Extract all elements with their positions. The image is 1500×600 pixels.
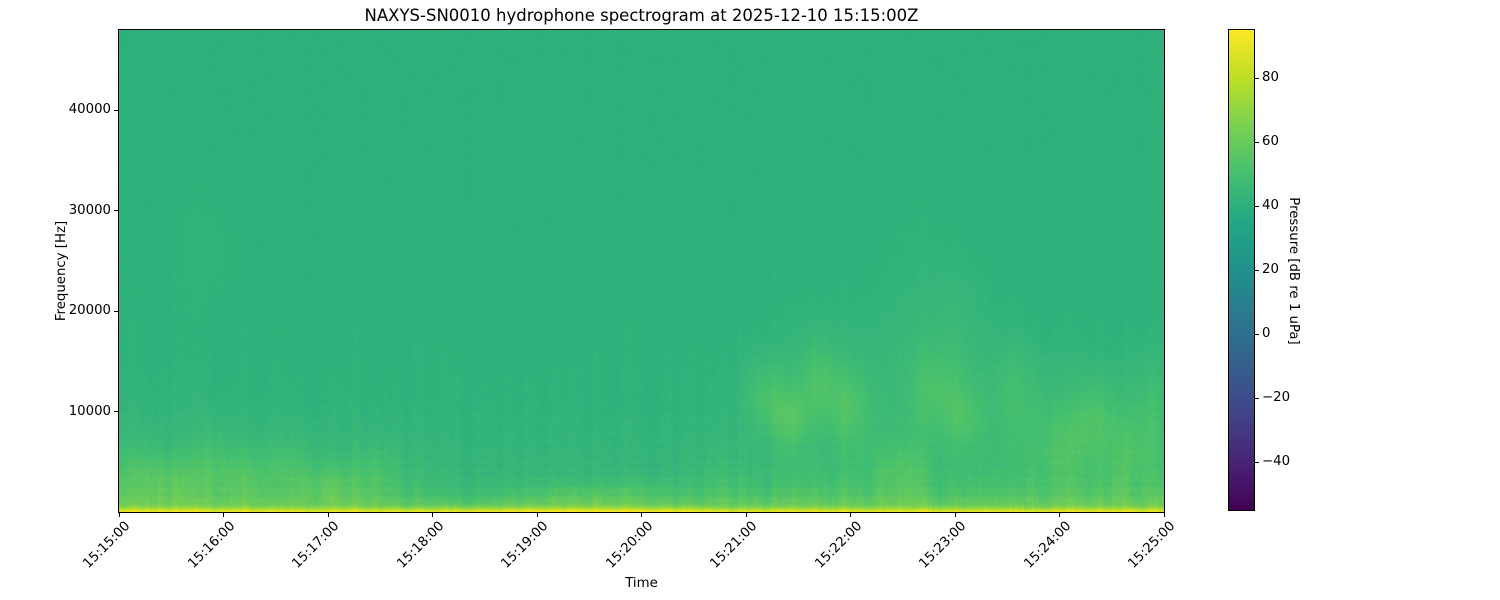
y-tick-label: 20000: [68, 303, 111, 319]
colorbar-tick-mark: [1255, 141, 1259, 143]
x-tick-mark: [118, 513, 120, 517]
x-tick-mark: [954, 513, 956, 517]
y-tick-label: 30000: [68, 202, 111, 218]
y-tick-mark: [114, 109, 118, 111]
colorbar-tick-mark: [1255, 397, 1259, 399]
colorbar-tick-mark: [1255, 333, 1259, 335]
x-tick-mark: [536, 513, 538, 517]
colorbar-tick-mark: [1255, 461, 1259, 463]
x-tick-mark: [850, 513, 851, 517]
x-tick-mark: [745, 513, 747, 517]
y-tick-mark: [114, 310, 118, 312]
x-tick-mark: [1059, 513, 1060, 517]
colorbar-tick-label: 0: [1262, 326, 1271, 341]
y-axis-label: Frequency [Hz]: [54, 220, 69, 322]
colorbar-label: Pressure [dB re 1 uPa]: [1286, 197, 1301, 345]
colorbar-tick-label: 60: [1262, 134, 1279, 149]
colorbar-tick-mark: [1255, 205, 1259, 207]
colorbar-tick-label: 80: [1262, 70, 1279, 85]
colorbar-tick-label: −20: [1262, 390, 1291, 405]
colorbar-tick-mark: [1255, 269, 1259, 271]
x-tick-mark: [432, 513, 433, 517]
x-tick-mark: [1163, 513, 1165, 517]
colorbar-tick-label: 20: [1262, 262, 1279, 277]
x-tick-mark: [327, 513, 329, 517]
plot-area: [118, 29, 1165, 513]
x-tick-mark: [223, 513, 224, 517]
colorbar-tick-label: 40: [1262, 198, 1279, 213]
colorbar: [1228, 29, 1255, 511]
y-tick-label: 10000: [68, 403, 111, 419]
colorbar-tick-label: −40: [1262, 454, 1291, 469]
y-tick-label: 40000: [68, 102, 111, 118]
y-tick-mark: [114, 210, 118, 212]
spectrogram-canvas: [119, 30, 1164, 512]
colorbar-tick-mark: [1255, 77, 1259, 79]
y-tick-mark: [114, 411, 118, 413]
chart-title: NAXYS-SN0010 hydrophone spectrogram at 2…: [364, 6, 919, 25]
x-tick-mark: [641, 513, 642, 517]
x-axis-label: Time: [625, 576, 658, 591]
